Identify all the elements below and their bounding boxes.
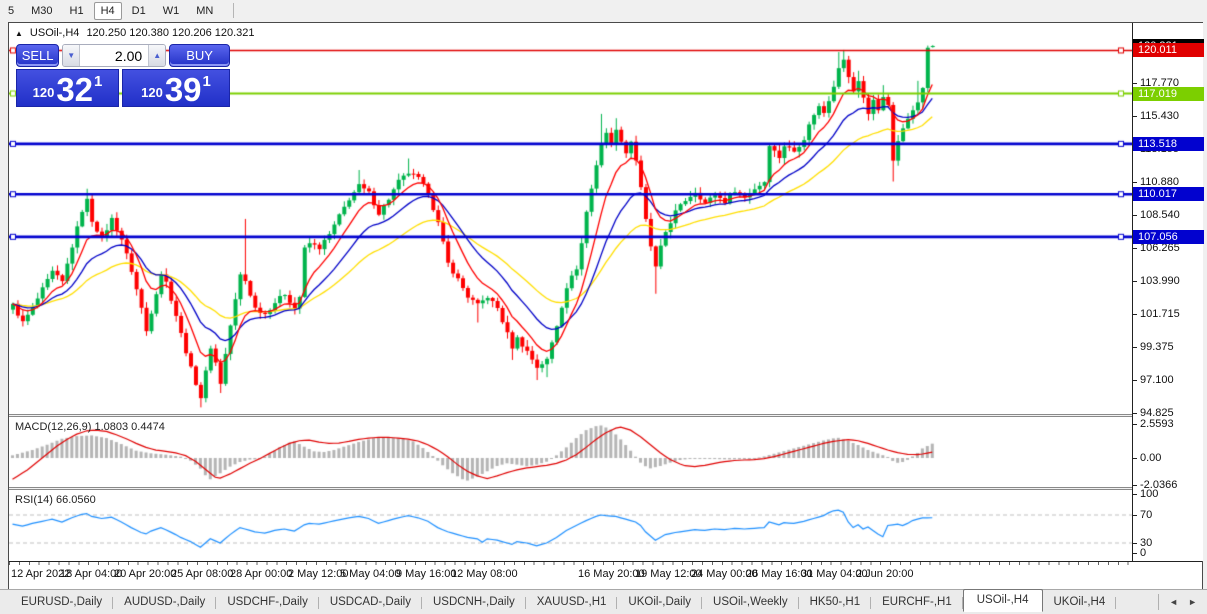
price-axis[interactable]: 117.770115.430113.155110.880108.540106.2… bbox=[1132, 23, 1204, 561]
ask-prefix: 120 bbox=[141, 85, 163, 100]
timeframe-button-mn[interactable]: MN bbox=[196, 4, 214, 17]
volume-decrease-icon[interactable]: ▼ bbox=[63, 45, 81, 66]
tab-scroll-left-icon[interactable]: ◄ bbox=[1169, 597, 1179, 607]
date-axis-label: 12 Apr 2022 bbox=[11, 568, 71, 580]
sell-button[interactable]: SELL bbox=[16, 44, 60, 67]
price-tag: 117.019 bbox=[1133, 86, 1204, 101]
date-axis-label: 2 Jun 20:00 bbox=[856, 568, 914, 580]
ohlc-open: 120.250 bbox=[86, 27, 127, 39]
pane-splitter-rsi[interactable] bbox=[9, 487, 1202, 490]
price-axis-tick: 106.265 bbox=[1133, 242, 1203, 255]
pane-splitter-macd[interactable] bbox=[9, 414, 1202, 417]
chart-tab-usoil-weekly[interactable]: USOil-,Weekly bbox=[702, 593, 799, 611]
price-axis-tick: 117.770 bbox=[1133, 77, 1203, 90]
ohlc-high: 120.380 bbox=[129, 27, 169, 39]
bid-price-button[interactable]: 120 32 1 bbox=[16, 69, 119, 107]
price-axis-tick: 97.100 bbox=[1133, 374, 1203, 387]
date-axis-label: 24 May 00:00 bbox=[691, 568, 758, 580]
timeframe-button-h4[interactable]: H4 bbox=[93, 1, 122, 20]
price-axis-tick: 103.990 bbox=[1133, 275, 1203, 288]
rsi-axis-tick: 0 bbox=[1133, 547, 1203, 560]
timeframe-toolbar: 5 M30 H1 H4 D1 W1 MN bbox=[0, 0, 1207, 21]
rsi-indicator-pane[interactable] bbox=[9, 491, 1132, 560]
date-axis-label: 2 May 12:00 bbox=[288, 568, 349, 580]
collapse-triangle-icon[interactable]: ▲ bbox=[15, 28, 23, 38]
chart-symbol-label: USOil-,H4 bbox=[29, 27, 80, 39]
price-axis-tick: 94.825 bbox=[1133, 407, 1203, 420]
plot-area bbox=[9, 23, 1132, 561]
chart-title: ▲ USOil-,H4 120.250 120.380 120.206 120.… bbox=[15, 27, 255, 39]
time-axis-ticks bbox=[9, 562, 1132, 565]
price-tag: 110.017 bbox=[1133, 187, 1204, 202]
price-axis-tick: 99.375 bbox=[1133, 341, 1203, 354]
ask-pip-digit: 1 bbox=[202, 73, 211, 90]
chart-tab-usdcnh-daily[interactable]: USDCNH-,Daily bbox=[422, 593, 526, 611]
tab-scroll-arrows: ◄ ► bbox=[1158, 594, 1207, 610]
chart-window: ▲ USOil-,H4 120.250 120.380 120.206 120.… bbox=[8, 22, 1204, 590]
volume-increase-icon[interactable]: ▲ bbox=[148, 45, 166, 66]
chart-tab-ukoil-daily[interactable]: UKOil-,Daily bbox=[617, 593, 702, 611]
ohlc-close: 120.321 bbox=[214, 27, 255, 39]
macd-label: MACD(12,26,9) 1.0803 0.4474 bbox=[15, 421, 165, 433]
chart-tab-eurusd-daily[interactable]: EURUSD-,Daily bbox=[10, 593, 114, 611]
one-click-trade-panel: SELL ▼ ▲ BUY 120 32 1 120 39 1 bbox=[16, 44, 230, 107]
date-axis-label: 16 May 20:00 bbox=[578, 568, 645, 580]
chart-tab-xauusd-h1[interactable]: XAUUSD-,H1 bbox=[526, 593, 618, 611]
ask-big-digits: 39 bbox=[164, 70, 202, 108]
volume-stepper: ▼ ▲ bbox=[62, 44, 167, 67]
timeframe-button-w1[interactable]: W1 bbox=[162, 4, 180, 17]
price-axis-tick: 110.880 bbox=[1133, 176, 1203, 189]
timeframe-button-5[interactable]: 5 bbox=[8, 4, 15, 17]
date-axis-label: 18 Apr 04:00 bbox=[60, 568, 123, 580]
date-axis-label: 31 May 04:00 bbox=[801, 568, 868, 580]
macd-indicator-pane[interactable] bbox=[9, 418, 1132, 487]
chart-tab-hk50-h1[interactable]: HK50-,H1 bbox=[799, 593, 872, 611]
date-axis-label: 20 Apr 20:00 bbox=[114, 568, 177, 580]
date-axis-label: 9 May 16:00 bbox=[396, 568, 457, 580]
chart-tab-usdchf-daily[interactable]: USDCHF-,Daily bbox=[216, 593, 319, 611]
chart-tab-eurchf-h1[interactable]: EURCHF-,H1 bbox=[871, 593, 963, 611]
price-axis-tick: 115.430 bbox=[1133, 110, 1203, 123]
time-axis[interactable]: 12 Apr 2022 18 Apr 04:00 20 Apr 20:00 25 Ap… bbox=[9, 561, 1202, 589]
macd-axis-tick: -2.0366 bbox=[1133, 479, 1203, 492]
rsi-axis-tick: 70 bbox=[1133, 509, 1203, 522]
date-axis-label: 26 May 16:00 bbox=[746, 568, 813, 580]
chart-tab-audusd-daily[interactable]: AUDUSD-,Daily bbox=[113, 593, 217, 611]
ohlc-low: 120.206 bbox=[171, 27, 212, 39]
rsi-axis-tick: 30 bbox=[1133, 537, 1203, 550]
price-axis-tick: 101.715 bbox=[1133, 308, 1203, 321]
date-axis-label: 28 Apr 00:00 bbox=[230, 568, 293, 580]
bid-big-digits: 32 bbox=[56, 70, 94, 108]
price-tag: 113.518 bbox=[1133, 136, 1204, 151]
macd-axis-tick: 2.5593 bbox=[1133, 418, 1203, 431]
price-tag: 107.056 bbox=[1133, 229, 1204, 244]
date-axis-label: 5 May 04:00 bbox=[340, 568, 401, 580]
tab-scroll-right-icon[interactable]: ► bbox=[1188, 597, 1197, 607]
chart-tab-usdcad-daily[interactable]: USDCAD-,Daily bbox=[319, 593, 423, 611]
buy-button[interactable]: BUY bbox=[169, 44, 230, 67]
price-tag: 120.011 bbox=[1133, 43, 1204, 58]
date-axis-label: 25 Apr 08:00 bbox=[171, 568, 234, 580]
chart-tab-usoil-h4[interactable]: USOil-,H4 bbox=[962, 589, 1043, 612]
timeframe-button-h1[interactable]: H1 bbox=[69, 4, 84, 17]
timeframe-button-m30[interactable]: M30 bbox=[31, 4, 53, 17]
price-axis-tick: 108.540 bbox=[1133, 209, 1203, 222]
macd-axis-tick: 0.00 bbox=[1133, 452, 1203, 465]
chart-tab-bar: EURUSD-,Daily AUDUSD-,Daily USDCHF-,Daily U… bbox=[0, 589, 1207, 614]
date-axis-label: 19 May 12:00 bbox=[635, 568, 702, 580]
toolbar-separator bbox=[233, 3, 235, 18]
bid-pip-digit: 1 bbox=[94, 73, 103, 90]
date-axis-label: 12 May 08:00 bbox=[451, 568, 518, 580]
timeframe-button-d1[interactable]: D1 bbox=[131, 4, 146, 17]
volume-input[interactable] bbox=[80, 45, 149, 66]
ask-price-button[interactable]: 120 39 1 bbox=[122, 69, 230, 107]
bid-prefix: 120 bbox=[32, 85, 55, 100]
rsi-label: RSI(14) 66.0560 bbox=[15, 494, 96, 506]
rsi-axis-tick: 100 bbox=[1133, 488, 1203, 501]
chart-tab-ukoil-h4[interactable]: UKOil-,H4 bbox=[1043, 593, 1117, 611]
